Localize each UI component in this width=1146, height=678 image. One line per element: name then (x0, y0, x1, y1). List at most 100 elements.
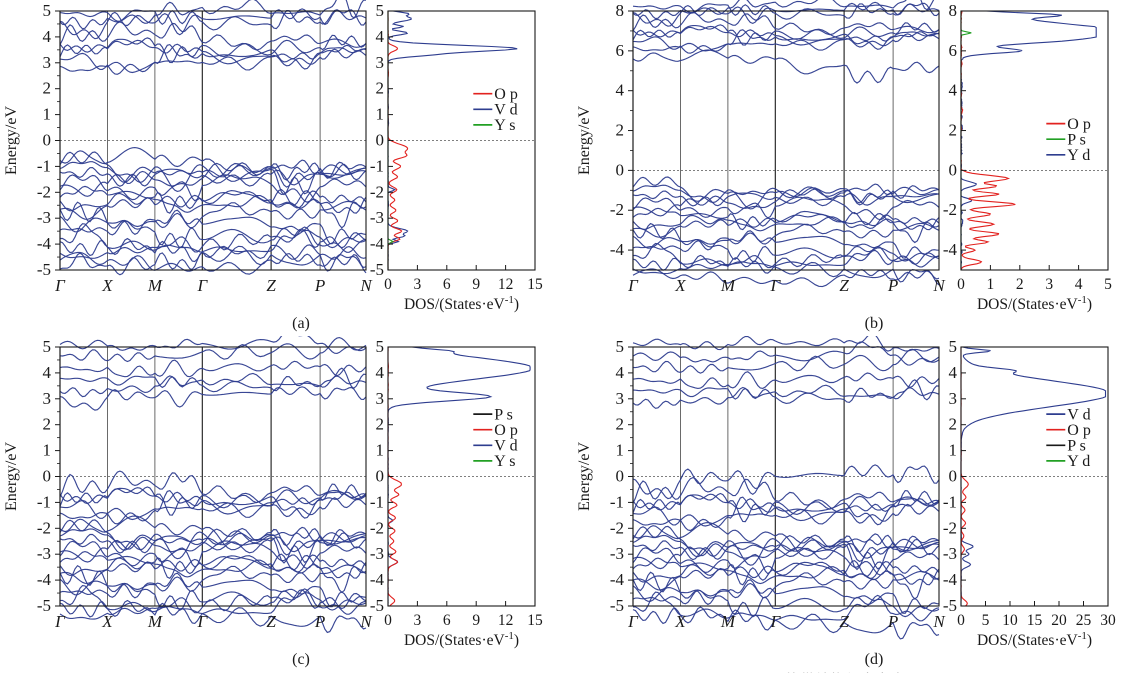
svg-text:4: 4 (43, 363, 52, 382)
svg-text:Energy/eV: Energy/eV (3, 106, 20, 175)
svg-text:Γ: Γ (769, 276, 781, 295)
svg-text:V d: V d (494, 438, 517, 455)
svg-text:Z: Z (839, 612, 849, 631)
svg-text:1: 1 (43, 105, 52, 124)
svg-text:4: 4 (616, 81, 625, 100)
svg-text:20: 20 (1051, 612, 1067, 629)
svg-text:-3: -3 (943, 544, 957, 563)
svg-text:-1: -1 (37, 156, 51, 175)
svg-text:Γ: Γ (54, 612, 66, 631)
svg-text:-3: -3 (370, 208, 384, 227)
svg-text:Γ: Γ (196, 612, 208, 631)
svg-text:5: 5 (376, 1, 385, 20)
svg-text:4: 4 (376, 363, 385, 382)
svg-text:3: 3 (616, 389, 625, 408)
svg-text:3: 3 (949, 389, 958, 408)
svg-text:V d: V d (1067, 406, 1090, 423)
svg-text:5: 5 (949, 337, 958, 356)
svg-text:15: 15 (527, 276, 543, 293)
svg-text:1: 1 (376, 105, 385, 124)
svg-text:4: 4 (949, 81, 958, 100)
svg-text:6: 6 (443, 276, 451, 293)
svg-text:0: 0 (43, 467, 52, 486)
svg-text:8: 8 (616, 1, 625, 20)
svg-text:-4: -4 (943, 570, 958, 589)
svg-text:12: 12 (498, 276, 514, 293)
svg-text:X: X (101, 612, 113, 631)
svg-text:-2: -2 (610, 518, 624, 537)
svg-text:Y d: Y d (1067, 453, 1090, 470)
svg-text:5: 5 (1104, 276, 1112, 293)
svg-text:N: N (932, 276, 946, 295)
svg-text:2: 2 (949, 121, 958, 140)
svg-text:0: 0 (957, 612, 965, 629)
svg-text:-2: -2 (943, 200, 957, 219)
svg-text:X: X (674, 276, 686, 295)
svg-text:(a): (a) (292, 315, 310, 332)
svg-text:-5: -5 (370, 260, 384, 279)
svg-text:V d: V d (494, 102, 517, 119)
svg-text:3: 3 (43, 53, 52, 72)
svg-text:2: 2 (949, 415, 958, 434)
svg-text:O p: O p (494, 422, 518, 439)
svg-text:P: P (314, 276, 325, 295)
svg-text:M: M (720, 612, 736, 631)
svg-text:15: 15 (527, 612, 543, 629)
svg-text:Γ: Γ (769, 612, 781, 631)
svg-text:2: 2 (43, 79, 52, 98)
svg-text:3: 3 (414, 612, 422, 629)
svg-text:5: 5 (43, 337, 52, 356)
svg-text:0: 0 (616, 467, 625, 486)
svg-text:-5: -5 (37, 260, 51, 279)
svg-text:-2: -2 (943, 518, 957, 537)
svg-text:12: 12 (498, 612, 514, 629)
svg-text:Y s: Y s (494, 117, 515, 134)
svg-text:30: 30 (1100, 612, 1116, 629)
svg-text:P s: P s (1067, 438, 1086, 455)
svg-text:DOS/(States·eV-1): DOS/(States·eV-1) (404, 294, 519, 313)
svg-text:Energy/eV: Energy/eV (576, 442, 593, 511)
svg-text:0: 0 (376, 131, 385, 150)
svg-text:Z: Z (266, 612, 276, 631)
svg-text:-4: -4 (610, 240, 625, 259)
svg-text:6: 6 (443, 612, 451, 629)
svg-text:3: 3 (43, 389, 52, 408)
svg-text:-4: -4 (610, 570, 625, 589)
svg-text:-1: -1 (610, 492, 624, 511)
svg-text:Γ: Γ (627, 276, 639, 295)
svg-text:O p: O p (1067, 116, 1091, 133)
svg-text:2: 2 (616, 415, 625, 434)
svg-text:M: M (147, 612, 163, 631)
svg-text:9: 9 (472, 276, 480, 293)
svg-text:4: 4 (616, 363, 625, 382)
svg-text:1: 1 (949, 441, 958, 460)
svg-text:(d): (d) (865, 651, 884, 668)
svg-text:-2: -2 (370, 182, 384, 201)
svg-text:Z: Z (266, 276, 276, 295)
svg-text:1: 1 (616, 441, 625, 460)
svg-text:3: 3 (1045, 276, 1053, 293)
svg-text:6: 6 (949, 41, 958, 60)
svg-text:-3: -3 (610, 544, 624, 563)
svg-text:M: M (720, 276, 736, 295)
svg-text:DOS/(States·eV-1): DOS/(States·eV-1) (404, 630, 519, 649)
svg-text:Energy/eV: Energy/eV (3, 442, 20, 511)
svg-text:(b): (b) (865, 315, 884, 332)
svg-text:0: 0 (957, 276, 965, 293)
svg-text:-4: -4 (370, 234, 385, 253)
svg-text:4: 4 (1075, 276, 1083, 293)
svg-text:4: 4 (43, 27, 52, 46)
svg-text:8: 8 (949, 1, 958, 20)
svg-text:O p: O p (1067, 422, 1091, 439)
svg-text:1: 1 (376, 441, 385, 460)
svg-text:-4: -4 (37, 570, 52, 589)
svg-text:3: 3 (376, 53, 385, 72)
svg-text:-4: -4 (370, 570, 385, 589)
svg-text:Y d: Y d (1067, 147, 1090, 164)
svg-text:(c): (c) (292, 651, 310, 668)
svg-text:0: 0 (949, 160, 958, 179)
svg-text:2: 2 (376, 79, 385, 98)
svg-text:5: 5 (616, 337, 625, 356)
svg-text:4: 4 (949, 363, 958, 382)
svg-text:-3: -3 (370, 544, 384, 563)
